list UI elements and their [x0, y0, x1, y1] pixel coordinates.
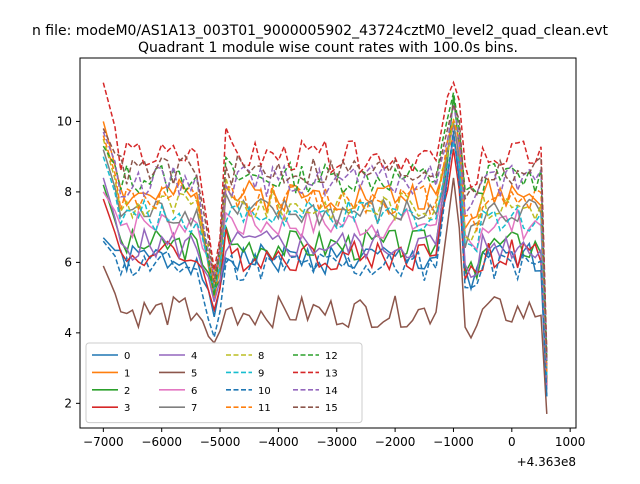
legend-label-6: 6 [191, 386, 197, 397]
y-tick-label: 8 [64, 185, 72, 199]
series-line-10 [102, 130, 548, 397]
x-tick-label: −7000 [83, 435, 124, 449]
legend-label-0: 0 [124, 351, 130, 362]
y-tick-label: 2 [64, 396, 72, 410]
legend-label-11: 11 [258, 403, 271, 414]
x-tick-label: −2000 [375, 435, 416, 449]
legend-label-10: 10 [258, 386, 271, 397]
y-tick-label: 6 [64, 255, 72, 269]
series-line-3 [102, 148, 548, 386]
series-line-7 [102, 122, 548, 372]
series-line-4 [102, 138, 548, 390]
y-tick-label: 4 [64, 326, 72, 340]
x-axis: −7000 −6000 −5000 −4000 −3000 −2000 −1000 0 1000 [83, 428, 585, 449]
legend-label-13: 13 [325, 368, 338, 379]
series-line-15 [102, 101, 548, 358]
legend-label-3: 3 [124, 403, 130, 414]
x-tick-label: 0 [508, 435, 516, 449]
series-line-12 [102, 92, 548, 362]
plot-area-frame [79, 57, 577, 429]
series-line-0 [102, 133, 548, 397]
legend-label-7: 7 [191, 403, 197, 414]
x-tick-label: 1000 [555, 435, 586, 449]
x-tick-label: −6000 [141, 435, 182, 449]
chart-title: Quadrant 1 module wise count rates with … [138, 40, 518, 56]
legend-frame [85, 342, 363, 424]
legend-label-4: 4 [191, 351, 197, 362]
legend-label-5: 5 [191, 368, 197, 379]
figure-suptitle: n file: modeM0/AS1A13_003T01_9000005902_… [32, 23, 609, 39]
legend-label-1: 1 [124, 368, 130, 379]
x-tick-label: −4000 [258, 435, 299, 449]
x-tick-label: −5000 [200, 435, 241, 449]
legend-label-15: 15 [325, 403, 338, 414]
y-tick-label: 10 [57, 114, 72, 128]
x-tick-label: −3000 [316, 435, 357, 449]
series-layer [102, 80, 548, 414]
legend-label-14: 14 [325, 386, 338, 397]
series-line-5 [102, 177, 548, 414]
series-line-14 [102, 103, 548, 365]
series-line-13 [102, 80, 548, 355]
series-line-6 [102, 125, 548, 376]
x-tick-label: −1000 [433, 435, 474, 449]
y-axis: 2 4 6 8 10 [57, 114, 80, 410]
legend-label-8: 8 [258, 351, 264, 362]
legend-label-12: 12 [325, 351, 338, 362]
x-axis-offset-label: +4.363e8 [517, 455, 576, 469]
series-line-8 [102, 118, 548, 369]
legend-label-9: 9 [258, 368, 264, 379]
legend-label-2: 2 [124, 386, 130, 397]
